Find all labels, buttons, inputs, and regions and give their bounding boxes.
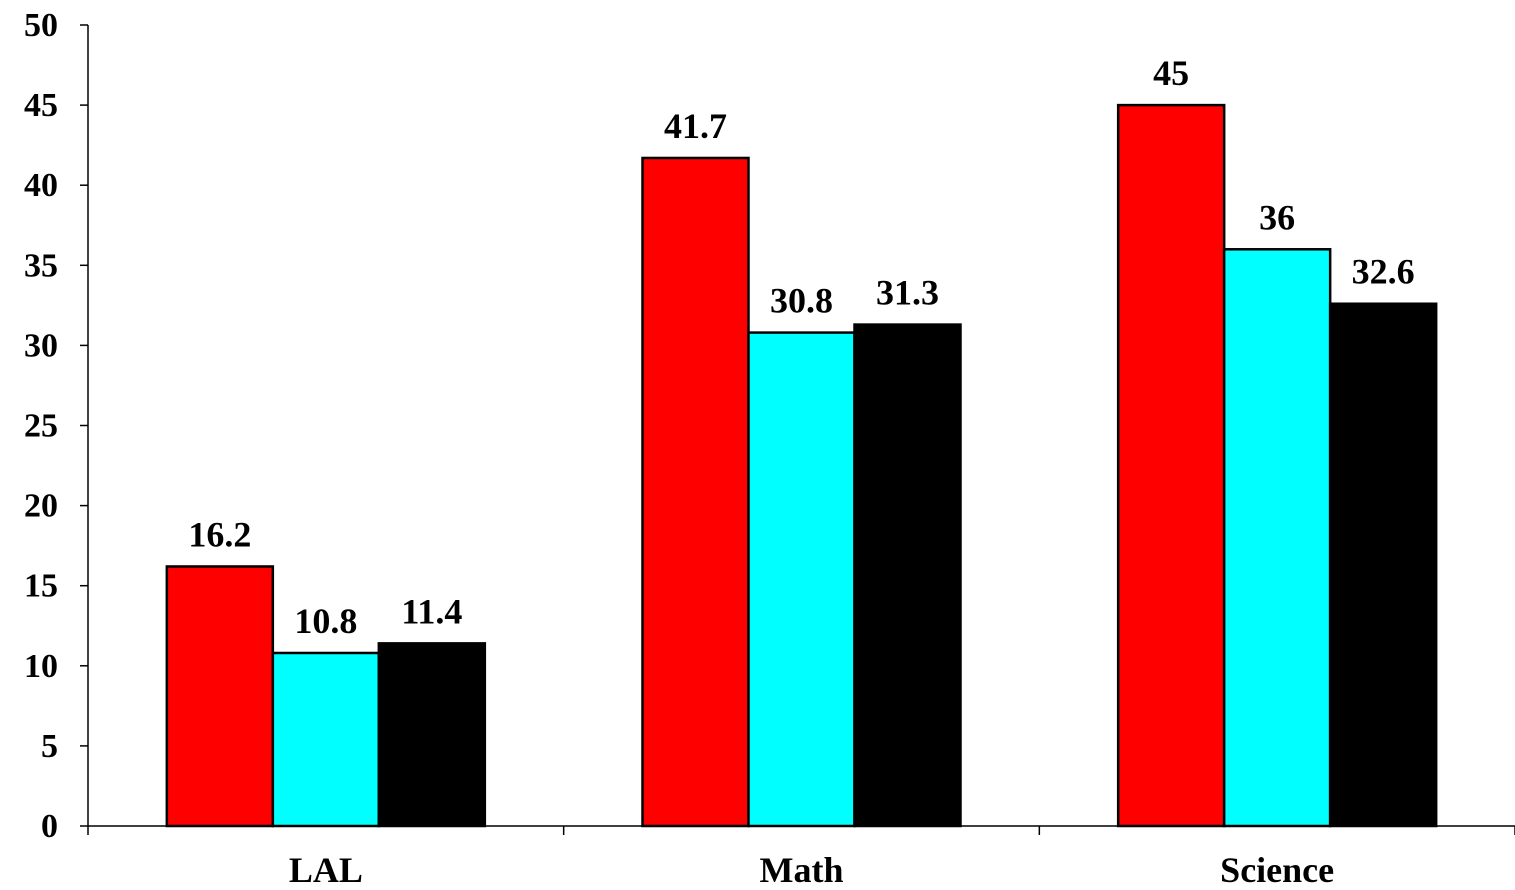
bar-lal-series-2	[271, 651, 381, 828]
y-tick-label: 50	[24, 7, 58, 44]
data-label: 41.7	[664, 106, 727, 146]
y-tick-label: 30	[24, 327, 58, 364]
y-tick-label: 0	[41, 808, 58, 845]
data-labels: 16.2 10.8 11.4 41.7 30.8 31.3 45 36 32.6	[188, 53, 1414, 641]
bar-math-series-1	[641, 156, 750, 828]
bar-science-series-3	[1328, 302, 1438, 828]
data-label: 16.2	[188, 514, 251, 554]
y-tick-label: 10	[24, 648, 58, 685]
category-label: Math	[760, 850, 844, 890]
data-label: 10.8	[294, 601, 357, 641]
y-tick-label: 5	[41, 728, 58, 765]
category-label: Science	[1220, 850, 1334, 890]
y-tick-label: 25	[24, 408, 58, 445]
y-tick-label: 35	[24, 247, 58, 284]
data-label: 45	[1153, 53, 1189, 93]
bars	[165, 103, 1438, 828]
bar-lal-series-1	[165, 565, 275, 828]
data-label: 32.6	[1352, 252, 1415, 292]
bar-math-series-2	[747, 331, 856, 828]
bar-lal-series-3	[377, 642, 487, 828]
bar-science-series-2	[1222, 248, 1332, 828]
data-label: 30.8	[770, 281, 833, 321]
y-axis: 0 5 10 15 20 25 30 35 40 45 50	[24, 7, 89, 845]
y-tick-label: 20	[24, 488, 58, 525]
y-tick-label: 40	[24, 167, 58, 204]
data-label: 31.3	[876, 273, 939, 313]
data-label: 11.4	[401, 591, 462, 631]
y-tick-label: 15	[24, 568, 58, 605]
bar-science-series-1	[1116, 103, 1226, 828]
category-label: LAL	[289, 850, 363, 890]
data-label: 36	[1259, 197, 1295, 237]
bar-math-series-3	[853, 323, 962, 828]
y-tick-label: 45	[24, 87, 58, 124]
x-axis: LAL Math Science	[87, 825, 1515, 890]
